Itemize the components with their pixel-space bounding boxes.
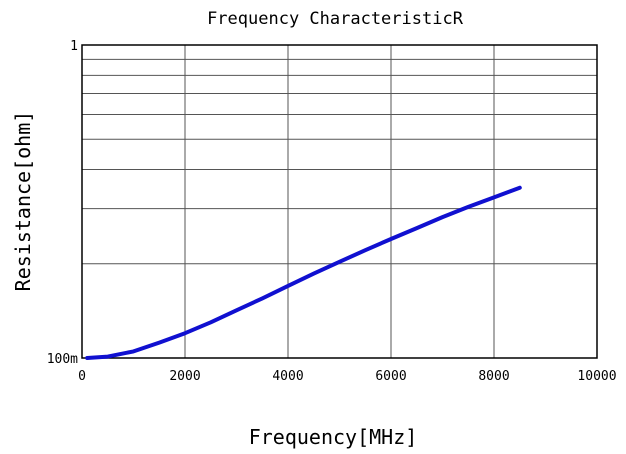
y-tick-label: 1: [70, 39, 78, 54]
x-tick-label: 6000: [375, 369, 406, 384]
x-axis-label: Frequency[MHz]: [249, 425, 418, 449]
x-tick-label: 10000: [577, 369, 616, 384]
y-axis-label: Resistance[ohm]: [11, 111, 35, 292]
plot-frame: [81, 44, 598, 359]
x-tick-label: 0: [78, 369, 86, 384]
chart-title: Frequency CharacteristicR: [207, 9, 464, 29]
y-tick-label: 100m: [47, 352, 78, 367]
x-tick-label: 4000: [272, 369, 303, 384]
grid-layer: [82, 45, 597, 358]
tick-layer: 0 2000 4000 6000 8000 10000 100m 1: [47, 39, 617, 384]
x-tick-label: 2000: [169, 369, 200, 384]
series-line-resistance: [85, 185, 522, 360]
x-tick-label: 8000: [478, 369, 509, 384]
